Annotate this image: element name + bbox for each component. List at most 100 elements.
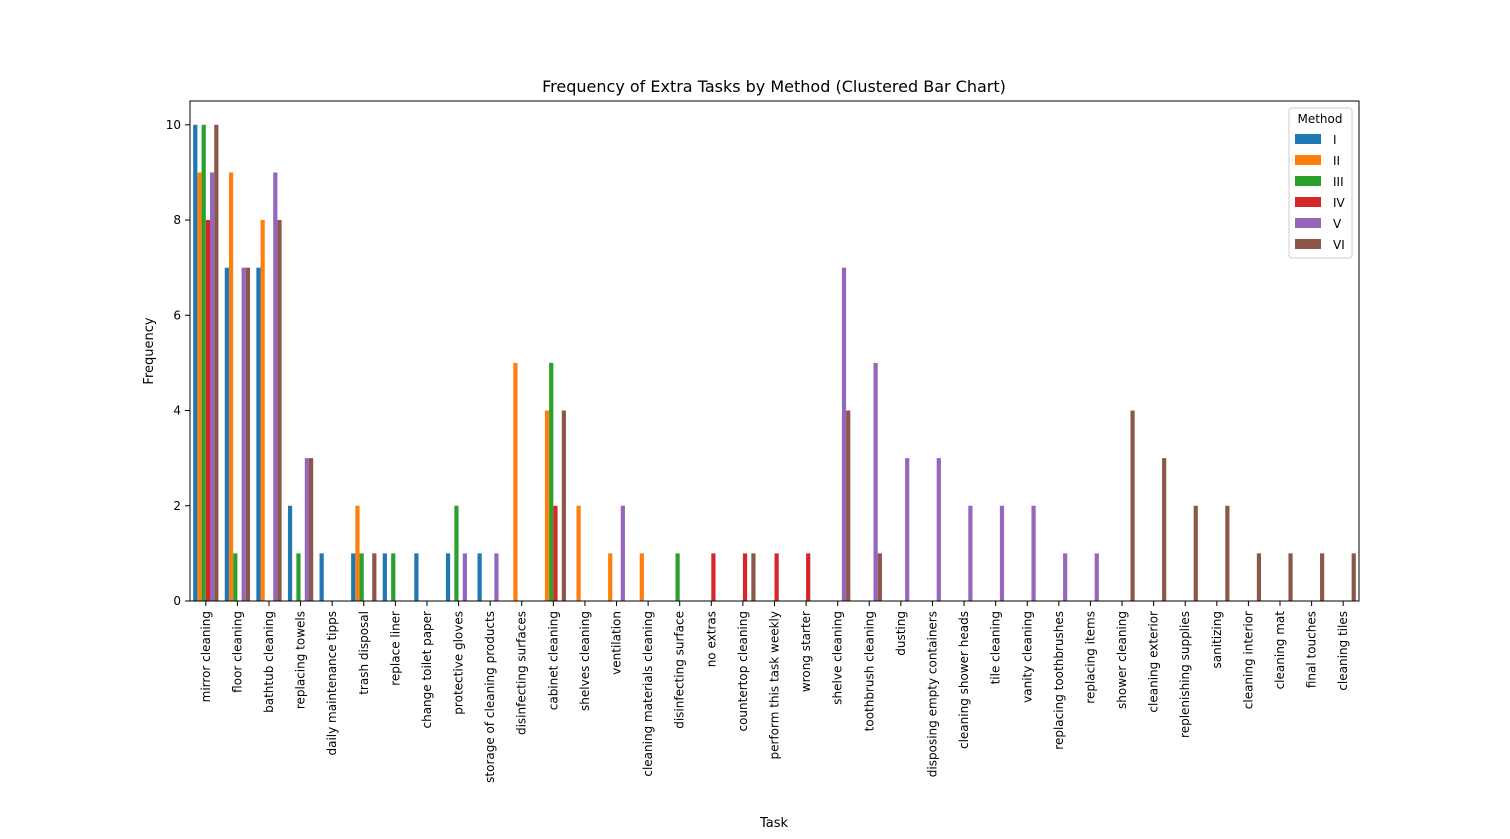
x-tick-label-27: replacing toothbrushes [1052, 611, 1066, 750]
x-tick-label-10: disinfecting surfaces [515, 611, 529, 735]
x-tick-label-6: replace liner [388, 611, 402, 686]
x-tick-label-26: vanity cleaning [1020, 611, 1034, 703]
y-tick-label-0: 0 [173, 594, 181, 608]
legend-label-IV: IV [1333, 196, 1346, 210]
bar-V-13 [620, 505, 625, 601]
x-tick-label-32: sanitizing [1210, 611, 1224, 668]
bar-III-1 [233, 553, 238, 601]
x-tick-label-35: final touches [1305, 611, 1319, 688]
bar-III-5 [359, 553, 364, 601]
bar-VI-34 [1288, 553, 1293, 601]
bar-VI-35 [1320, 553, 1325, 601]
bar-II-10 [513, 362, 518, 601]
bar-V-24 [968, 505, 973, 601]
x-tick-label-24: cleaning shower heads [957, 611, 971, 749]
bar-IV-0 [205, 220, 211, 602]
bar-II-2 [260, 220, 265, 602]
legend-label-V: V [1333, 217, 1342, 231]
bar-VI-1 [245, 267, 251, 601]
legend-swatch-II [1295, 155, 1321, 165]
legend-label-VI: VI [1333, 238, 1345, 252]
legend-title: Method [1297, 112, 1342, 126]
bar-III-0 [201, 124, 206, 601]
bar-I-9 [477, 553, 482, 601]
y-tick-label-3: 6 [173, 308, 181, 322]
bar-VI-32 [1225, 505, 1230, 601]
legend-label-I: I [1333, 133, 1337, 147]
x-tick-label-33: cleaning interior [1241, 611, 1255, 709]
bar-V-27 [1063, 553, 1068, 601]
plot-frame [189, 100, 1360, 602]
bar-VI-11 [561, 410, 566, 601]
bar-II-0 [197, 172, 202, 601]
bar-V-3 [304, 458, 309, 601]
bar-IV-16 [711, 553, 716, 601]
legend-swatch-I [1295, 134, 1321, 144]
bar-III-3 [296, 553, 301, 601]
legend-swatch-VI [1295, 239, 1321, 249]
bar-VI-2 [277, 220, 282, 602]
x-tick-label-9: storage of cleaning products [483, 611, 497, 783]
bar-IV-17 [742, 553, 748, 601]
bar-VI-3 [309, 458, 314, 601]
y-tick-label-4: 8 [173, 213, 181, 227]
legend-swatch-V [1295, 218, 1321, 228]
x-tick-label-3: replacing towels [294, 611, 308, 709]
bar-VI-21 [877, 553, 882, 601]
bar-V-2 [273, 172, 278, 601]
legend-swatch-III [1295, 176, 1321, 186]
x-tick-label-36: cleaning tiles [1336, 611, 1350, 691]
bar-I-2 [256, 267, 261, 601]
bar-V-0 [210, 172, 215, 601]
y-axis: 0 2 4 6 8 10 [166, 118, 190, 608]
bar-II-1 [228, 172, 234, 601]
bar-VI-31 [1193, 505, 1198, 601]
y-tick-label-2: 4 [173, 404, 181, 418]
x-tick-label-28: replacing items [1083, 611, 1097, 704]
bar-V-8 [462, 553, 467, 601]
bar-II-5 [355, 505, 360, 601]
legend-label-II: II [1333, 154, 1340, 168]
x-tick-label-17: countertop cleaning [736, 611, 750, 731]
bar-I-6 [382, 553, 387, 601]
x-axis-title: Task [759, 816, 789, 831]
legend-swatch-IV [1295, 197, 1321, 207]
x-tick-label-15: disinfecting surface [673, 611, 687, 729]
bar-IV-18 [774, 553, 779, 601]
bar-V-22 [905, 458, 910, 601]
y-tick-label-5: 10 [166, 118, 181, 132]
bar-VI-20 [846, 410, 851, 601]
chart-title: Frequency of Extra Tasks by Method (Clus… [542, 77, 1006, 96]
bar-V-25 [999, 505, 1005, 601]
bar-III-6 [391, 553, 396, 601]
bar-I-7 [414, 553, 419, 601]
bar-II-12 [576, 505, 581, 601]
x-tick-label-21: toothbrush cleaning [862, 611, 876, 731]
bar-II-14 [639, 553, 644, 601]
bar-V-9 [494, 553, 499, 601]
x-tick-label-7: change toilet paper [420, 611, 434, 729]
bar-III-8 [454, 505, 459, 601]
x-tick-label-18: perform this task weekly [768, 611, 782, 759]
x-tick-label-12: shelves cleaning [578, 611, 592, 711]
bar-IV-19 [806, 553, 811, 601]
bar-V-26 [1031, 505, 1036, 601]
bar-VI-0 [214, 124, 219, 601]
bar-II-13 [608, 553, 613, 601]
bar-V-23 [936, 458, 941, 601]
bar-II-11 [544, 410, 550, 601]
x-tick-label-2: bathtub cleaning [262, 611, 276, 713]
x-tick-label-25: tile cleaning [989, 611, 1003, 684]
bars-group [193, 124, 1356, 602]
bar-I-0 [193, 124, 198, 601]
bar-VI-36 [1351, 553, 1356, 601]
bar-VI-30 [1162, 458, 1167, 601]
x-tick-label-34: cleaning mat [1273, 611, 1287, 690]
x-tick-label-13: ventilation [610, 611, 624, 675]
bar-VI-29 [1130, 410, 1135, 601]
bar-VI-33 [1256, 553, 1262, 601]
x-tick-label-31: replenishing supplies [1178, 611, 1192, 738]
x-tick-label-5: trash disposal [357, 611, 371, 695]
